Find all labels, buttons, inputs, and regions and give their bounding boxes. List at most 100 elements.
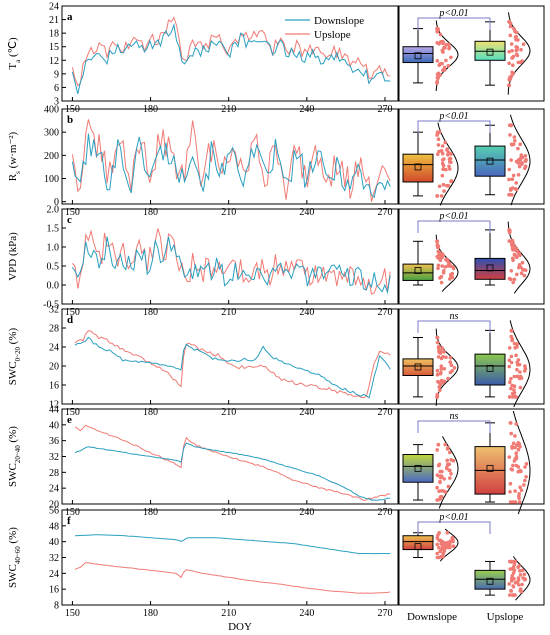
data-point-downslope: [435, 542, 440, 547]
data-point-upslope: [521, 42, 526, 46]
y-tick-label: 9: [54, 69, 59, 80]
data-point-upslope: [518, 573, 523, 577]
density-curve-upslope: [512, 410, 531, 515]
data-point-downslope: [436, 249, 441, 254]
data-point-upslope: [509, 334, 514, 339]
data-point-downslope: [443, 265, 448, 269]
data-point-downslope: [442, 269, 446, 273]
data-point-upslope: [508, 133, 512, 137]
box-plot-frame-a: [398, 5, 545, 102]
data-point-upslope: [518, 385, 523, 390]
series-line-downslope: [74, 534, 391, 555]
data-point-upslope: [513, 29, 517, 34]
x-tick-label: 240: [299, 407, 314, 418]
data-point-upslope: [516, 465, 521, 469]
data-point-upslope: [520, 582, 524, 587]
series-line-downslope: [74, 442, 391, 501]
line-plot-frame-d: [61, 308, 399, 405]
data-point-upslope: [523, 154, 528, 158]
box-downslope: [402, 263, 434, 281]
x-tick-label: 270: [377, 608, 392, 619]
y-tick-label: 20: [49, 362, 59, 373]
data-point-upslope: [522, 273, 527, 278]
y-axis-label-subscript: a: [14, 59, 22, 63]
x-tick-label: 240: [299, 207, 314, 218]
box-plot-frame-c: [398, 208, 545, 305]
data-point-downslope: [442, 477, 447, 481]
data-point-upslope: [507, 455, 512, 459]
y-tick-label: 0.0: [47, 281, 60, 292]
significance-label: p<0.01: [438, 211, 468, 222]
significance-bracket: [417, 320, 491, 333]
data-point-upslope: [507, 61, 511, 66]
data-point-downslope: [436, 355, 441, 359]
data-point-downslope: [438, 549, 442, 554]
data-point-upslope: [511, 71, 515, 76]
data-point-upslope: [507, 559, 512, 564]
data-point-downslope: [436, 131, 440, 135]
data-point-upslope: [523, 364, 527, 368]
data-point-upslope: [507, 20, 512, 24]
y-tick-label: 18: [49, 29, 59, 40]
data-point-downslope: [447, 462, 452, 467]
data-point-downslope: [440, 346, 445, 351]
y-tick-label: 1.5: [47, 224, 60, 235]
data-point-upslope: [509, 576, 514, 581]
data-point-upslope: [509, 158, 513, 162]
data-point-upslope: [508, 188, 513, 192]
data-point-upslope: [510, 177, 515, 181]
data-point-upslope: [512, 252, 517, 257]
data-point-downslope: [447, 42, 451, 47]
data-point-downslope: [438, 32, 443, 37]
series-line-upslope: [71, 119, 391, 202]
y-tick-label: 48: [49, 521, 59, 532]
data-point-downslope: [435, 536, 440, 540]
data-point-upslope: [513, 489, 517, 493]
data-point-downslope: [448, 277, 452, 281]
y-tick-label: 16: [49, 585, 59, 596]
y-tick-label: 16: [49, 381, 59, 392]
data-point-downslope: [452, 366, 457, 370]
x-tick-label: 240: [299, 507, 314, 518]
data-point-downslope: [439, 367, 444, 371]
data-point-downslope: [445, 183, 449, 188]
data-point-downslope: [435, 340, 440, 345]
data-point-downslope: [436, 442, 441, 447]
data-point-upslope: [514, 48, 519, 53]
panel-letter-a: a: [67, 11, 73, 23]
data-point-upslope: [518, 445, 522, 449]
data-point-downslope: [449, 179, 454, 183]
y-axis-label-unit: (%): [7, 527, 19, 547]
significance-label: p<0.01: [438, 8, 468, 19]
data-point-downslope: [439, 378, 444, 383]
significance-bracket: [417, 17, 491, 30]
x-tick-label: 150: [65, 507, 80, 518]
data-point-downslope: [437, 63, 442, 67]
data-point-upslope: [509, 431, 513, 436]
y-tick-label: 32: [49, 553, 59, 564]
x-tick-label: 150: [65, 207, 80, 218]
x-tick-label: 210: [221, 407, 236, 418]
mean-marker-upslope: [486, 577, 494, 585]
panel-b: b 0 100 200 300 400 150 180 210 240 270 Rs (w·m⁻²) p…: [7, 105, 545, 218]
data-point-upslope: [507, 167, 512, 172]
data-point-upslope: [508, 33, 513, 38]
data-point-upslope: [516, 576, 521, 580]
data-point-upslope: [507, 582, 512, 586]
significance-bracket: [417, 220, 491, 233]
data-point-downslope: [436, 463, 441, 468]
data-point-upslope: [511, 240, 515, 244]
data-point-upslope: [522, 572, 527, 577]
series-line-downslope: [71, 236, 391, 295]
data-point-downslope: [442, 549, 447, 553]
y-axis-label-d: SWC0~20 (%): [7, 327, 22, 385]
data-point-upslope: [511, 584, 515, 588]
density-curve-upslope: [509, 320, 531, 408]
y-tick-label: 32: [49, 305, 59, 316]
data-point-upslope: [522, 369, 527, 373]
y-axis-label-unit: (%): [7, 327, 19, 347]
data-point-downslope: [442, 65, 447, 70]
data-point-upslope: [520, 568, 525, 573]
